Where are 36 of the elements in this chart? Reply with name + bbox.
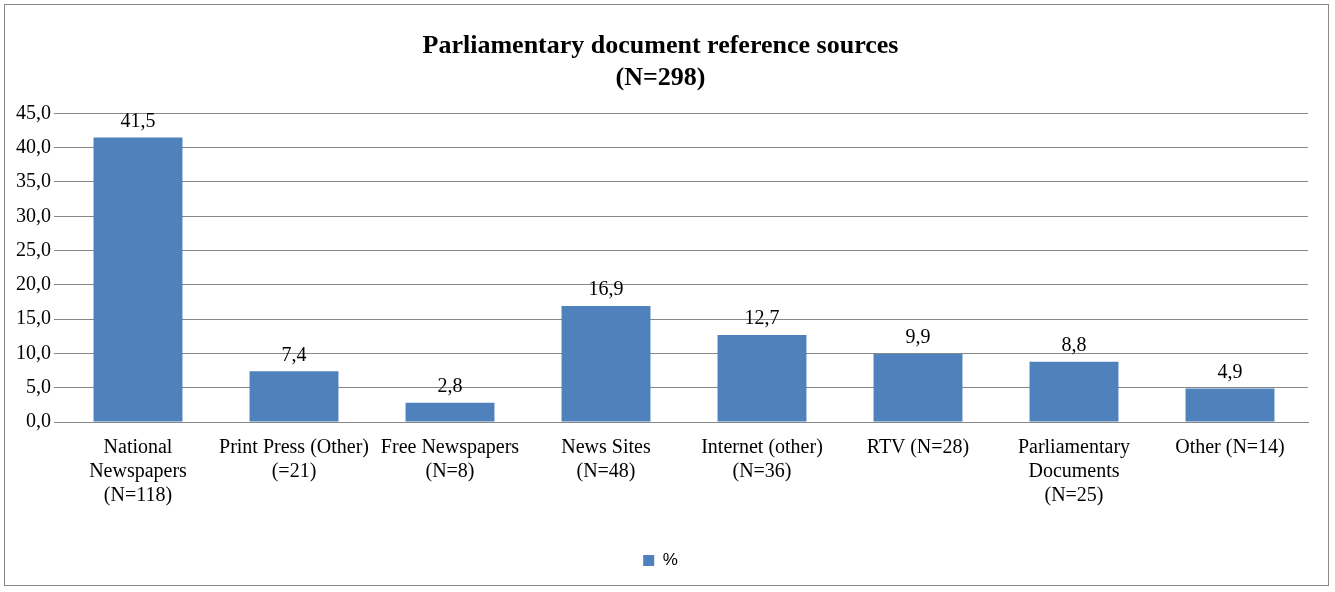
bar — [249, 371, 339, 422]
text: 8,8 — [1061, 332, 1087, 355]
x-tick-label: Other (N=14) — [1175, 435, 1285, 459]
x-tick-label: National Newspapers (N=118) — [89, 435, 188, 507]
y-tick-label: 10,0 — [16, 340, 51, 363]
y-tick-label: 45,0 — [16, 100, 51, 123]
x-tick-label: Free Newspapers (N=8) — [380, 435, 520, 483]
y-tick-label: 15,0 — [16, 306, 51, 329]
x-tick-label: Print Press (Other) (=21) — [219, 435, 369, 483]
y-tick-label: 20,0 — [16, 272, 51, 295]
bar — [1185, 388, 1275, 422]
bar — [717, 334, 807, 422]
text: 4,9 — [1217, 359, 1243, 382]
x-tick-label: Internet (other) (N=36) — [701, 435, 823, 483]
y-tick-label: 5,0 — [26, 374, 51, 397]
text: 7,4 — [281, 342, 307, 365]
text: 2,8 — [437, 374, 463, 397]
y-tick-label: 25,0 — [16, 237, 51, 260]
bar — [405, 402, 495, 422]
legend-label: % — [662, 550, 678, 570]
bar — [1029, 361, 1119, 422]
y-tick-label: 40,0 — [16, 134, 51, 157]
x-tick-label: News Sites (N=48) — [561, 435, 651, 483]
text: 12,7 — [744, 306, 780, 329]
text: 41,5 — [120, 108, 156, 131]
text: 9,9 — [905, 325, 931, 348]
bar — [561, 306, 651, 422]
y-tick-label: 30,0 — [16, 203, 51, 226]
text: 16,9 — [588, 277, 624, 300]
x-tick-label: Parliamentary Documents (N=25) — [1017, 435, 1131, 507]
bar — [93, 137, 183, 422]
x-tick-label: RTV (N=28) — [866, 435, 970, 459]
y-tick-label: 0,0 — [26, 409, 51, 432]
y-tick-label: 35,0 — [16, 169, 51, 192]
bar — [873, 354, 963, 422]
chart-title: Parliamentary document reference sources (N=298) — [422, 30, 899, 91]
